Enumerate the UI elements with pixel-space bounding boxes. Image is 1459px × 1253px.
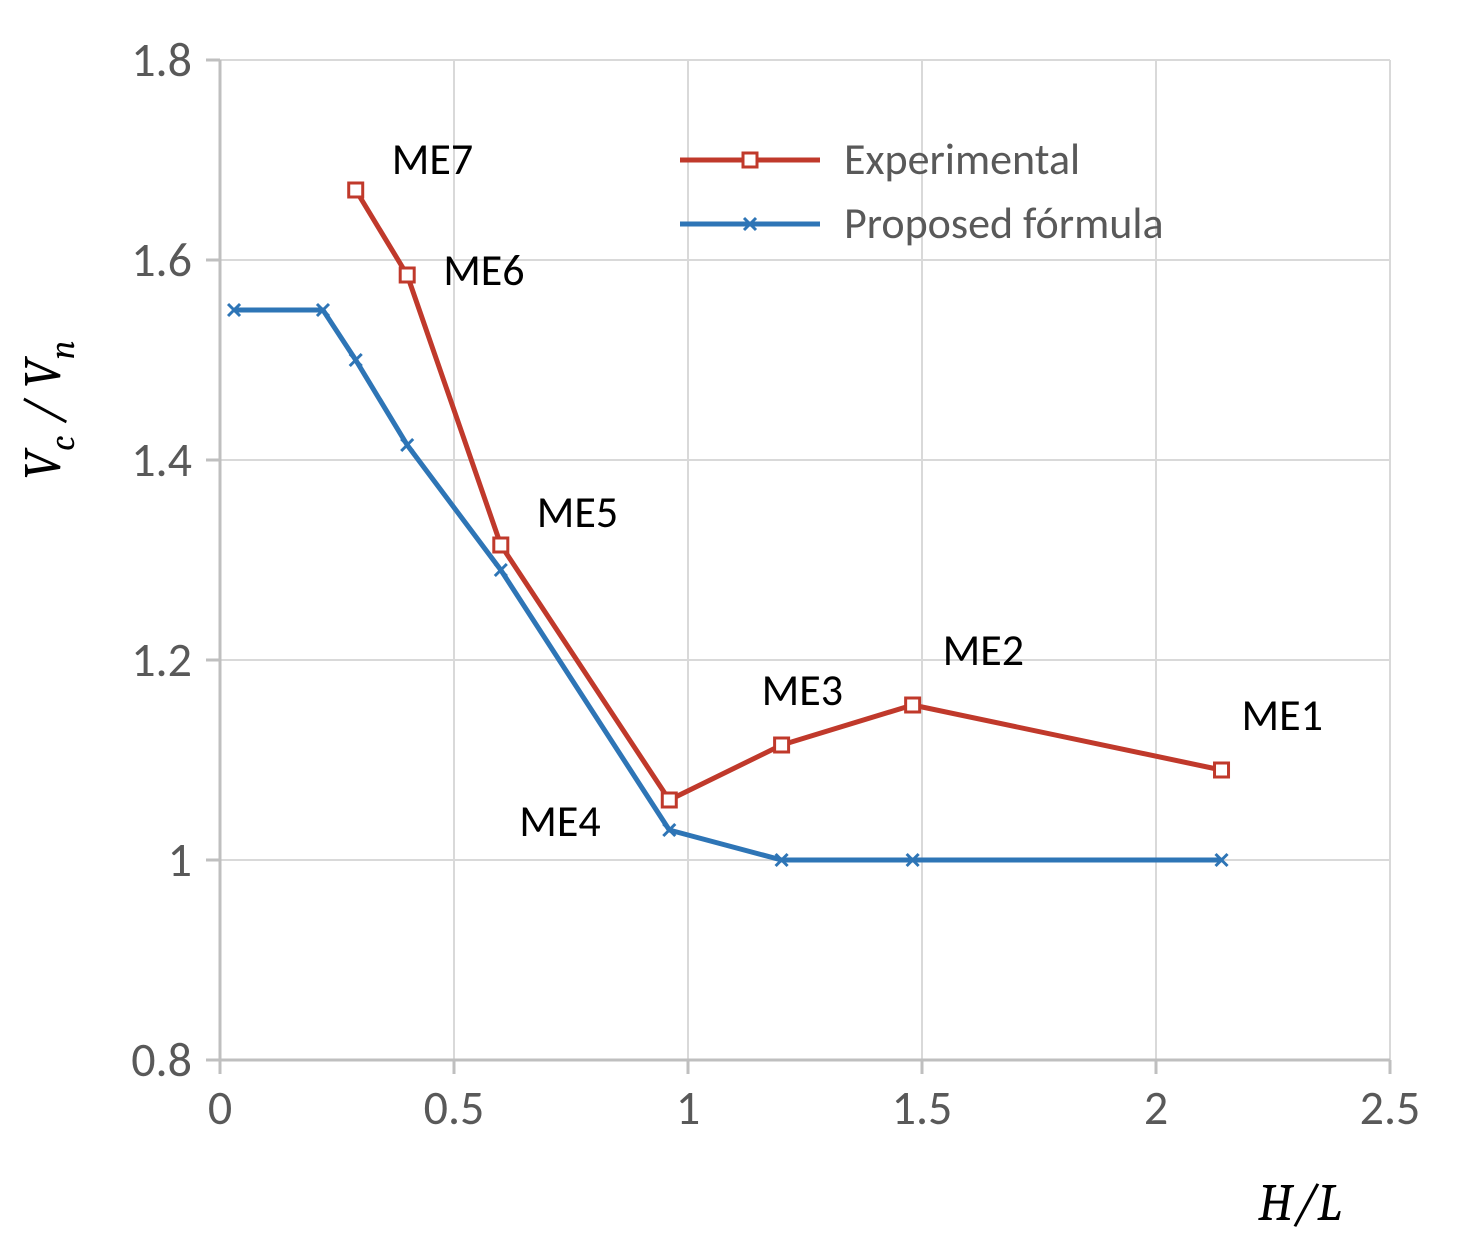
line-chart: 0 0.5 1 1.5 2 2.5 0.8 1 1.2 1.4 1.6 1.8 H/L Vc / Vn ME… [0, 0, 1459, 1253]
x-tick-label: 0.5 [424, 1078, 485, 1137]
data-label: ME6 [443, 243, 524, 297]
y-tick-label: 1 [168, 830, 192, 889]
chart-container: 0 0.5 1 1.5 2 2.5 0.8 1 1.2 1.4 1.6 1.8 H/L Vc / Vn ME… [0, 0, 1459, 1253]
data-label: ME2 [943, 623, 1024, 677]
data-label: ME3 [762, 663, 843, 717]
marker-square [743, 153, 757, 167]
marker-square [494, 538, 508, 552]
x-tick-label: 2.5 [1360, 1078, 1421, 1137]
x-tick-label: 1.5 [892, 1078, 953, 1137]
x-tick-label: 2 [1144, 1078, 1168, 1137]
data-label: ME5 [537, 485, 618, 539]
x-tick-label: 0 [208, 1078, 232, 1137]
data-label: ME1 [1242, 688, 1323, 742]
marker-square [349, 183, 363, 197]
marker-square [1215, 763, 1229, 777]
legend-label: Proposed fórmula [844, 196, 1164, 250]
data-label: ME4 [519, 794, 600, 848]
y-tick-label: 1.2 [131, 630, 192, 689]
x-tick-label: 1 [676, 1078, 700, 1137]
marker-square [662, 793, 676, 807]
marker-square [775, 738, 789, 752]
y-tick-label: 1.8 [131, 30, 192, 89]
data-label: ME7 [392, 132, 473, 186]
y-tick-label: 1.4 [131, 430, 192, 489]
marker-square [906, 698, 920, 712]
y-tick-label: 1.6 [131, 230, 192, 289]
y-tick-label: 0.8 [131, 1030, 192, 1089]
x-axis-title: H/L [1258, 1173, 1342, 1233]
marker-square [400, 268, 414, 282]
legend-label: Experimental [844, 132, 1080, 186]
y-axis-title: Vc / Vn [13, 340, 83, 479]
